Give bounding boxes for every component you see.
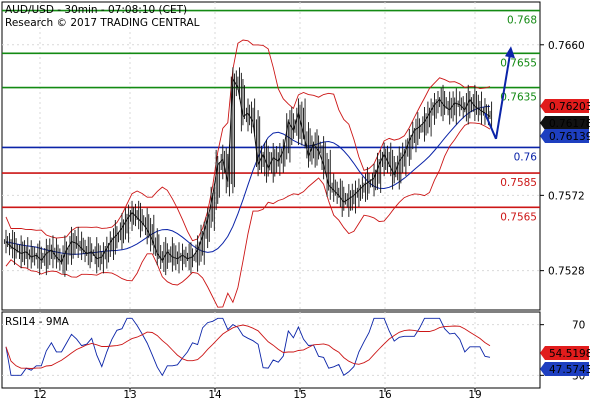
level-label: 0.7655	[500, 57, 537, 69]
level-label: 0.7635	[500, 92, 537, 104]
price-series	[5, 77, 491, 263]
price-badge-box	[540, 346, 589, 360]
y-tick-label: 0.7572	[548, 190, 585, 202]
price-badge-box	[540, 99, 589, 113]
price-badge: 0.76139	[540, 129, 590, 143]
price-panel-frame	[1, 1, 541, 311]
x-tick-label: 15	[293, 389, 306, 400]
forecast-arrow	[484, 46, 515, 140]
x-tick-label: 14	[208, 389, 222, 400]
level-label: 0.768	[507, 15, 537, 27]
x-tick-label: 19	[468, 389, 481, 400]
price-badge-label: 54.5198	[549, 348, 590, 360]
chart-subtitle: Research © 2017 TRADING CENTRAL	[5, 17, 200, 29]
level-lines: 0.768 0.7655 0.7635 0.76 0.7585 0.7565	[2, 9, 540, 223]
lower-band	[5, 122, 491, 308]
price-badge: 54.5198	[540, 346, 590, 360]
price-badge-label: 47.5743	[549, 364, 590, 376]
rsi-ma-line	[5, 324, 491, 369]
y-tick-label: 0.7528	[548, 266, 585, 278]
rsi-panel-frame	[1, 311, 541, 389]
price-badge: 0.76203	[540, 99, 590, 113]
price-badge: 47.5743	[540, 362, 590, 376]
x-tick-label: 12	[33, 389, 46, 400]
forecast-arrow-shaft	[495, 54, 511, 140]
level-label: 0.76	[514, 151, 538, 163]
rsi-y-tick-label: 70	[572, 320, 585, 332]
rsi-line	[5, 317, 491, 377]
price-badge-box	[540, 116, 589, 130]
price-badge: 0.76178	[540, 116, 590, 130]
forecast-arrow-shaft	[484, 112, 497, 140]
rsi-title: RSI14 - 9MA	[5, 316, 70, 328]
rsi-series	[5, 317, 491, 377]
price-badge-label: 0.76139	[549, 131, 590, 143]
y-tick-label: 0.7660	[548, 40, 585, 52]
forecast-arrow-head	[505, 46, 515, 59]
price-badge-box	[540, 362, 589, 376]
x-tick-label: 16	[378, 389, 392, 400]
x-tick-label: 13	[123, 389, 136, 400]
price-line	[5, 77, 491, 263]
chart-title: AUD/USD - 30min - 07:08:10 (CET)	[5, 4, 187, 16]
price-bars	[3, 67, 493, 277]
upper-band	[5, 39, 491, 242]
level-label: 0.7585	[500, 177, 537, 189]
price-badge-label: 0.76203	[549, 101, 590, 113]
price-badge-box	[540, 129, 589, 143]
x-axis-ticks: 12 13 14 15 16 19	[33, 388, 482, 400]
level-label: 0.7565	[500, 211, 537, 223]
price-badge-label: 0.76178	[549, 118, 590, 130]
